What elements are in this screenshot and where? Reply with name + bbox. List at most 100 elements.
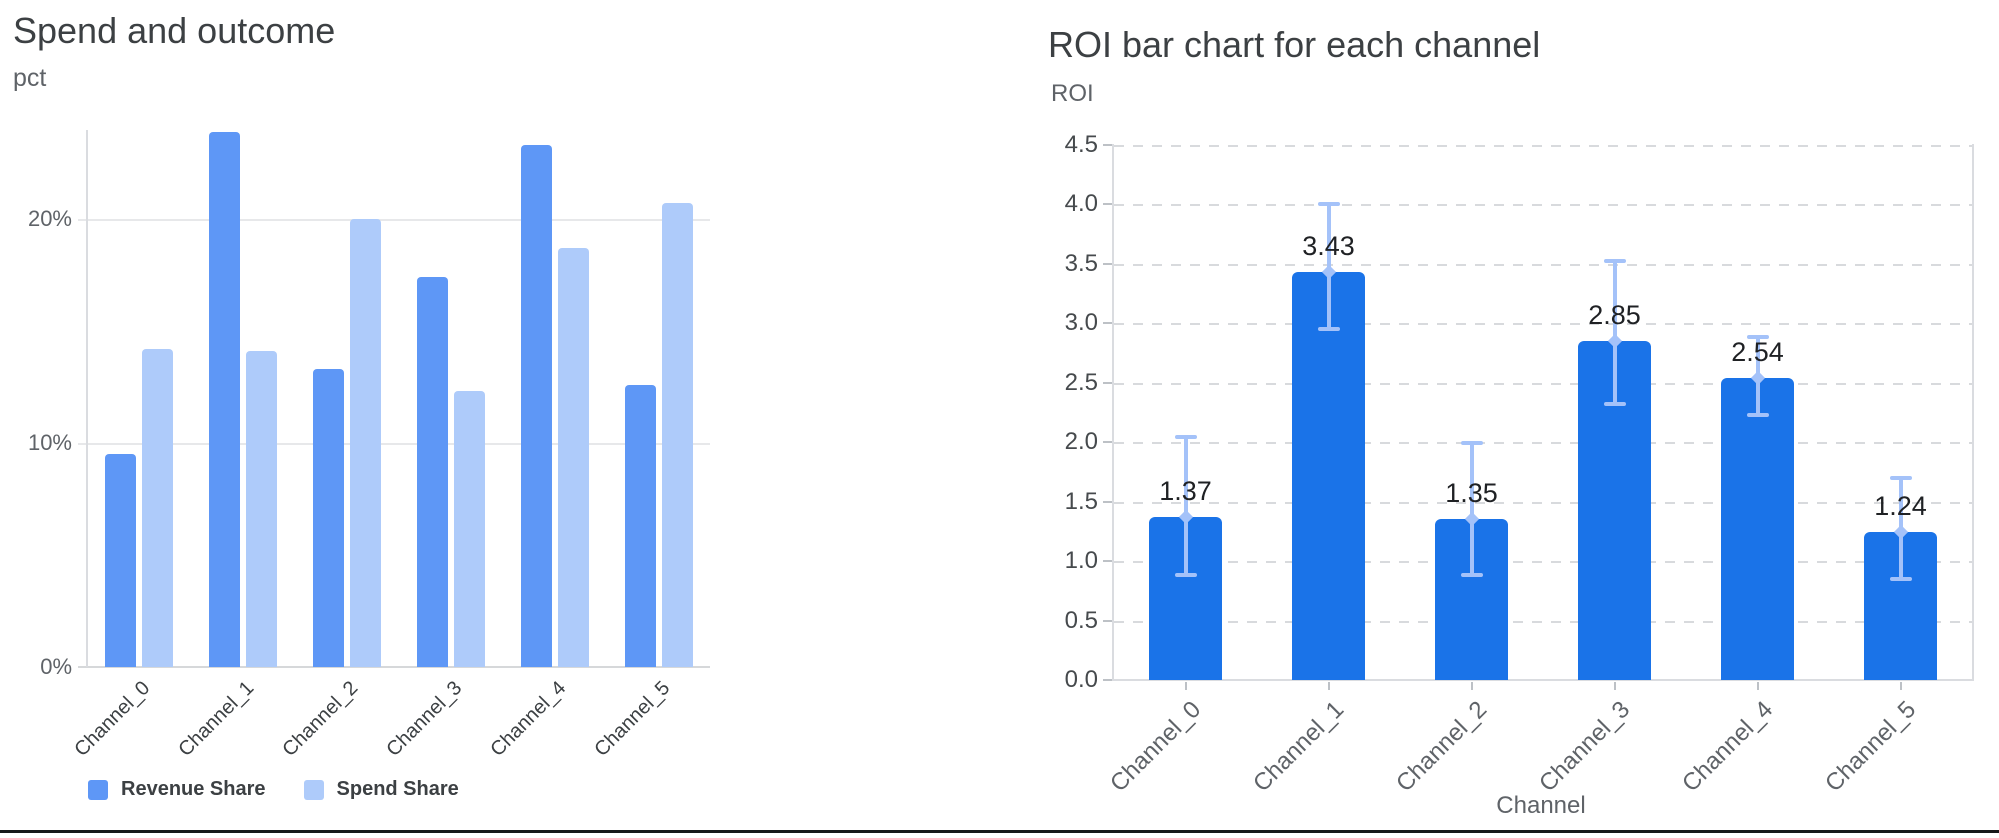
error-bar-cap-bottom (1746, 412, 1769, 417)
x-tick-label-text: Channel_2 (278, 677, 363, 761)
legend-label-spend-share: Spend Share (336, 778, 459, 800)
y-tick-label: 0.5 (1064, 606, 1098, 634)
bar-value-label: 1.35 (1445, 478, 1498, 509)
roi-plot-area: 0.0 0.5 1.0 1.5 2.0 2.5 3.0 3.5 4.0 4.5 1.37 3.43 1.… (1065, 131, 1974, 797)
error-bar-cap-bottom (1317, 326, 1340, 331)
error-bar-cap-bottom (1460, 573, 1483, 578)
bar-roi-channel-1[interactable] (1292, 272, 1365, 680)
error-bar-cap-top (1174, 435, 1197, 440)
bar-spend-share-channel-2[interactable] (350, 219, 381, 667)
y-axis-line (86, 130, 88, 667)
bottom-divider (0, 830, 1999, 833)
bar-value-label: 2.85 (1588, 299, 1641, 330)
bar-value-label: 3.43 (1302, 230, 1355, 261)
spend-outcome-title: Spend and outcome (13, 10, 336, 51)
x-tick-label-text: Channel_3 (1534, 696, 1636, 798)
y-tick-label: 1.5 (1064, 487, 1098, 515)
error-bar-cap-bottom (1603, 401, 1626, 406)
legend-item-revenue-share[interactable]: Revenue Share (88, 778, 266, 801)
bar-revenue-share-channel-2[interactable] (313, 369, 344, 667)
y-tick-mark (1103, 203, 1112, 205)
y-tick-label: 2.5 (1064, 368, 1098, 396)
x-tick-mark (1327, 682, 1330, 690)
y-tick-label: 10% (27, 430, 72, 455)
bar-spend-share-channel-3[interactable] (454, 391, 485, 667)
gridline (1114, 561, 1972, 563)
roi-y-axis-unit: ROI (1051, 80, 1094, 107)
gridline (1114, 501, 1972, 504)
bar-value-label: 2.54 (1731, 336, 1784, 367)
gridline (1114, 442, 1972, 444)
gridline (1114, 263, 1972, 266)
y-tick-mark (1103, 619, 1112, 622)
bar-value-label: 1.37 (1159, 475, 1212, 506)
legend-item-spend-share[interactable]: Spend Share (303, 778, 459, 801)
bar-spend-share-channel-4[interactable] (558, 248, 589, 667)
y-tick-mark (1103, 560, 1112, 562)
gridline (78, 219, 710, 221)
error-bar-line (1183, 437, 1188, 576)
bar-roi-channel-4[interactable] (1721, 378, 1794, 680)
bar-revenue-share-channel-3[interactable] (417, 277, 448, 667)
error-bar-line (1469, 443, 1474, 576)
gridline (1114, 144, 1972, 147)
x-tick-label-text: Channel_4 (486, 677, 571, 761)
error-bar-cap-top (1317, 202, 1340, 206)
y-tick-label: 3.5 (1064, 249, 1098, 277)
spend-share-swatch-icon (303, 779, 324, 800)
spend-outcome-y-axis-unit: pct (13, 64, 47, 92)
gridline (1114, 382, 1972, 385)
error-bar-cap-bottom (1889, 576, 1912, 581)
x-tick-label-text: Channel_4 (1677, 696, 1779, 798)
y-tick-label: 4.0 (1064, 190, 1098, 217)
y-tick-label: 1.0 (1064, 547, 1098, 574)
x-tick-mark (1613, 682, 1616, 690)
error-bar-cap-top (1460, 441, 1483, 446)
gridline (1114, 620, 1972, 623)
x-tick-mark (1470, 682, 1473, 690)
bar-revenue-share-channel-0[interactable] (105, 454, 136, 667)
bar-revenue-share-channel-5[interactable] (625, 385, 656, 667)
gridline (1114, 204, 1972, 206)
error-bar-cap-top (1746, 335, 1769, 340)
y-tick-label: 0.0 (1064, 666, 1098, 693)
y-tick-label: 2.0 (1064, 428, 1098, 455)
x-tick-label-text: Channel_0 (1105, 696, 1207, 798)
x-tick-label-text: Channel_3 (382, 677, 467, 761)
x-tick-label-text: Channel_1 (174, 677, 259, 761)
y-tick-label: 4.5 (1064, 130, 1098, 158)
error-bar-line (1612, 261, 1617, 404)
spend-outcome-plot-area: 0% 10% 20% Channel_0 Channel_1 Channel_2 Chann… (28, 120, 710, 761)
legend: Revenue Share Spend Share (88, 778, 459, 801)
error-bar-cap-top (1889, 475, 1912, 480)
y-tick-label: 3.0 (1064, 309, 1098, 336)
legend-label-revenue-share: Revenue Share (121, 778, 266, 800)
bar-revenue-share-channel-1[interactable] (209, 132, 240, 667)
bar-spend-share-channel-5[interactable] (662, 203, 693, 667)
x-tick-label-text: Channel_1 (1248, 696, 1350, 798)
y-tick-mark (1103, 441, 1112, 443)
y-tick-mark (1103, 143, 1112, 146)
bar-revenue-share-channel-4[interactable] (521, 145, 552, 667)
x-tick-label-text: Channel_5 (1820, 696, 1922, 798)
y-tick-mark (1103, 322, 1112, 324)
bar-spend-share-channel-1[interactable] (246, 351, 277, 667)
y-tick-mark (1103, 262, 1112, 265)
y-tick-label: 20% (27, 206, 72, 231)
x-tick-mark (1184, 682, 1187, 690)
roi-x-axis-title: Channel (1496, 792, 1586, 819)
x-tick-label-text: Channel_0 (70, 677, 155, 761)
error-bar-cap-bottom (1174, 573, 1197, 578)
x-axis-line (78, 666, 710, 668)
y-tick-mark (1103, 500, 1112, 503)
y-tick-mark (1103, 679, 1112, 681)
x-axis-line (1112, 679, 1974, 681)
y-tick-mark (1103, 381, 1112, 384)
gridline (78, 443, 710, 445)
revenue-share-swatch-icon (88, 779, 108, 800)
bar-spend-share-channel-0[interactable] (142, 349, 173, 667)
error-bar-cap-top (1603, 259, 1626, 264)
bar-value-label: 1.24 (1874, 491, 1927, 522)
roi-chart-title: ROI bar chart for each channel (1048, 24, 1541, 65)
